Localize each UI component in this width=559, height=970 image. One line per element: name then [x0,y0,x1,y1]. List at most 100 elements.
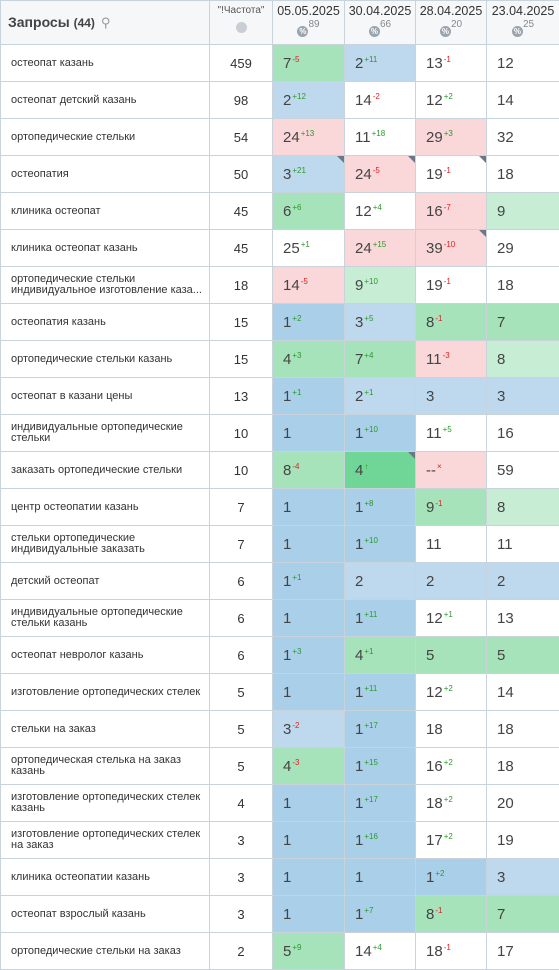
position-cell[interactable]: 18 [487,156,559,193]
query-cell[interactable]: детский остеопат [1,563,210,600]
position-cell[interactable]: 1+3 [273,637,345,674]
position-cell[interactable]: 14+4 [345,933,416,970]
position-cell[interactable]: 12 [487,45,559,82]
query-cell[interactable]: изготовление ортопедических стелек [1,674,210,711]
position-cell[interactable]: 16+2 [416,748,487,785]
query-cell[interactable]: стельки ортопедические индивидуальные за… [1,526,210,563]
position-cell[interactable]: 19 [487,822,559,859]
table-row[interactable]: стельки ортопедические индивидуальные за… [1,526,559,563]
position-cell[interactable]: 8-1 [416,304,487,341]
queries-column-header[interactable]: Запросы (44) ⚲ [1,1,210,45]
position-cell[interactable]: 7+4 [345,341,416,378]
position-cell[interactable]: 4+3 [273,341,345,378]
position-cell[interactable]: 14-2 [345,82,416,119]
position-cell[interactable]: 24-5 [345,156,416,193]
position-cell[interactable]: 2 [487,563,559,600]
query-cell[interactable]: клиника остеопатии казань [1,859,210,896]
position-cell[interactable]: 6+6 [273,193,345,230]
table-row[interactable]: изготовление ортопедических стелек казан… [1,785,559,822]
position-cell[interactable]: 11 [487,526,559,563]
query-cell[interactable]: остеопат в казани цены [1,378,210,415]
position-cell[interactable]: 1+17 [345,785,416,822]
position-cell[interactable]: 8 [487,341,559,378]
query-cell[interactable]: ортопедические стельки казань [1,341,210,378]
position-cell[interactable]: 2 [345,563,416,600]
position-cell[interactable]: 17+2 [416,822,487,859]
position-cell[interactable]: 5 [416,637,487,674]
position-cell[interactable]: 1 [273,859,345,896]
position-cell[interactable]: 1+10 [345,526,416,563]
table-row[interactable]: изготовление ортопедических стелек на за… [1,822,559,859]
position-cell[interactable]: 1 [273,415,345,452]
position-cell[interactable]: 16 [487,415,559,452]
position-cell[interactable]: 4↑ [345,452,416,489]
position-cell[interactable]: 1+2 [273,304,345,341]
table-row[interactable]: индивидуальные ортопедические стельки ка… [1,600,559,637]
position-cell[interactable]: 1+10 [345,415,416,452]
position-cell[interactable]: 18 [487,711,559,748]
position-cell[interactable]: 16-7 [416,193,487,230]
position-cell[interactable]: 17 [487,933,559,970]
position-cell[interactable]: 2+1 [345,378,416,415]
position-cell[interactable]: 1+8 [345,489,416,526]
position-cell[interactable]: 3+5 [345,304,416,341]
position-cell[interactable]: 9 [487,193,559,230]
frequency-column-header[interactable]: "!Частота" [210,1,273,45]
query-cell[interactable]: остеопатия казань [1,304,210,341]
position-cell[interactable]: 3 [487,859,559,896]
position-cell[interactable]: 29+3 [416,119,487,156]
position-cell[interactable]: 24+15 [345,230,416,267]
query-cell[interactable]: остеопат детский казань [1,82,210,119]
position-cell[interactable]: 29 [487,230,559,267]
position-cell[interactable]: 1 [273,489,345,526]
position-cell[interactable]: 32 [487,119,559,156]
position-cell[interactable]: 9+10 [345,267,416,304]
query-cell[interactable]: клиника остеопат казань [1,230,210,267]
position-cell[interactable]: 1+11 [345,674,416,711]
position-cell[interactable]: 18 [487,748,559,785]
query-cell[interactable]: остеопат невролог казань [1,637,210,674]
date-column-header[interactable]: 30.04.2025 %66 [345,1,416,45]
position-cell[interactable]: 14-5 [273,267,345,304]
position-cell[interactable]: 8-4 [273,452,345,489]
position-cell[interactable]: 19-1 [416,156,487,193]
position-cell[interactable]: 7-5 [273,45,345,82]
position-cell[interactable]: 1+15 [345,748,416,785]
position-cell[interactable]: 8 [487,489,559,526]
position-cell[interactable]: 18 [416,711,487,748]
position-cell[interactable]: 20 [487,785,559,822]
query-cell[interactable]: остеопатия [1,156,210,193]
query-cell[interactable]: изготовление ортопедических стелек на за… [1,822,210,859]
query-cell[interactable]: центр остеопатии казань [1,489,210,526]
position-cell[interactable]: 13-1 [416,45,487,82]
table-row[interactable]: ортопедические стельки индивидуальное из… [1,267,559,304]
query-cell[interactable]: остеопат казань [1,45,210,82]
position-cell[interactable]: 7 [487,896,559,933]
position-cell[interactable]: 1+2 [416,859,487,896]
position-cell[interactable]: 11 [416,526,487,563]
query-cell[interactable]: клиника остеопат [1,193,210,230]
query-cell[interactable]: остеопат взрослый казань [1,896,210,933]
position-cell[interactable]: 1+7 [345,896,416,933]
query-cell[interactable]: ортопедическая стелька на заказ казань [1,748,210,785]
position-cell[interactable]: 3 [487,378,559,415]
position-cell[interactable]: 59 [487,452,559,489]
position-cell[interactable]: 18 [487,267,559,304]
position-cell[interactable]: 3+21 [273,156,345,193]
position-cell[interactable]: 1 [273,785,345,822]
position-cell[interactable]: 1 [345,859,416,896]
position-cell[interactable]: 1+1 [273,563,345,600]
position-cell[interactable]: 5 [487,637,559,674]
